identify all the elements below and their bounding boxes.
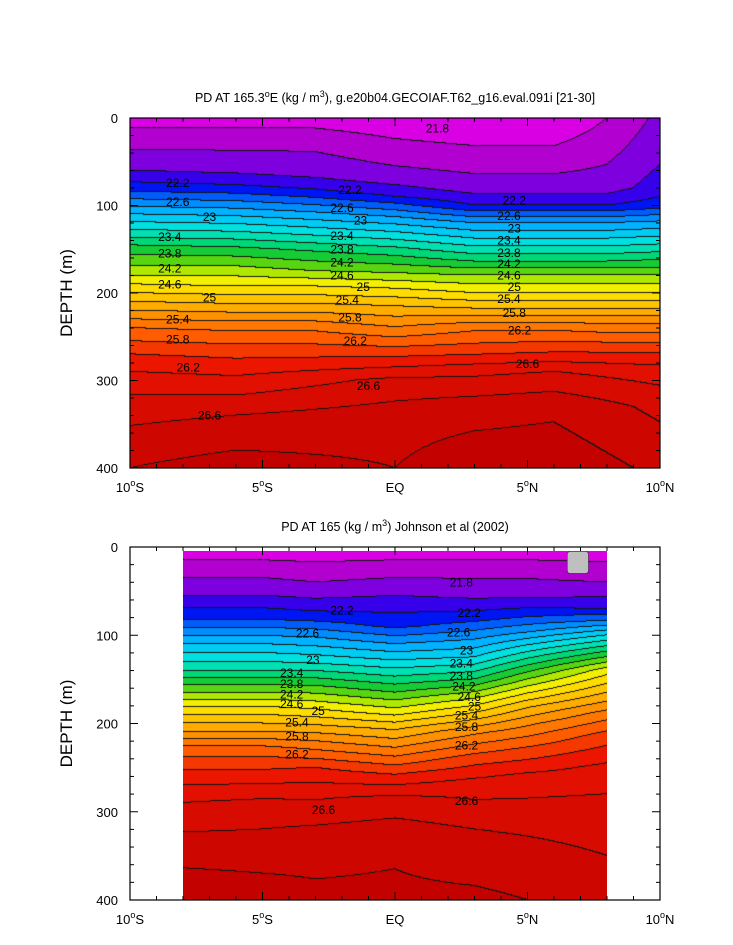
contour-label: 26.6	[357, 379, 381, 393]
contour-label: 24.6	[158, 277, 182, 291]
y-tick-label: 0	[111, 111, 118, 126]
missing-data-patch	[566, 551, 589, 574]
contour-label: 26.6	[455, 794, 479, 808]
contour-label: 22.2	[503, 193, 527, 207]
y-tick-label: 300	[96, 374, 118, 389]
contour-label: 25.8	[455, 720, 479, 734]
contour-label: 23	[508, 221, 522, 235]
contour-label: 22.6	[166, 195, 190, 209]
y-tick-label: 100	[96, 199, 118, 214]
contour-label: 22.6	[296, 626, 320, 640]
y-axis-title: DEPTH (m)	[57, 249, 76, 337]
y-tick-label: 400	[96, 893, 118, 908]
x-tick-label: 5oN	[517, 910, 539, 927]
chart-panel-1: 21.822.2 22.222.6 22.6232323.423.423.823.8…	[57, 518, 674, 927]
contour-label: 24.2	[330, 255, 354, 269]
contour-label: 25.4	[455, 709, 479, 723]
x-tick-label: EQ	[386, 480, 405, 495]
contour-label: 25	[357, 280, 371, 294]
contour-label: 24.2	[452, 679, 476, 693]
y-tick-label: 200	[96, 717, 118, 732]
contour-label: 25.4	[285, 716, 309, 730]
contour-label: 23	[460, 643, 474, 657]
x-tick-label: 5oS	[252, 478, 273, 495]
contour-label: 25	[203, 290, 217, 304]
x-tick-label: EQ	[386, 912, 405, 927]
y-tick-label: 0	[111, 540, 118, 555]
contour-label: 26.2	[344, 334, 368, 348]
x-tick-label: 10oS	[116, 910, 144, 927]
contour-label: 24.6	[497, 269, 521, 283]
contour-label: 21.8	[450, 575, 474, 589]
contour-label: 25	[468, 700, 482, 714]
contour-label: 23.8	[450, 669, 474, 683]
contour-label: 24.6	[280, 697, 304, 711]
contour-label: 23.8	[158, 247, 182, 261]
contour-label: 25.8	[285, 730, 309, 744]
contour-label: 24.6	[458, 690, 482, 704]
y-tick-label: 300	[96, 805, 118, 820]
contour-label: 22.2	[166, 176, 190, 190]
contour-fill	[183, 551, 607, 900]
contour-label: 24.2	[497, 257, 521, 271]
contour-label: 24.2	[280, 687, 304, 701]
x-tick-label: 5oS	[252, 910, 273, 927]
x-tick-label: 5oN	[517, 478, 539, 495]
contour-label: 21.8	[426, 122, 450, 136]
contour-label: 25.4	[336, 293, 360, 307]
contour-label: 26.2	[455, 739, 479, 753]
contour-label: 23.4	[158, 230, 182, 244]
y-tick-label: 100	[96, 628, 118, 643]
contour-label: 22.2	[330, 604, 354, 618]
contour-label: 23.4	[330, 229, 354, 243]
contour-label: 24.2	[158, 262, 182, 276]
contour-label: 26.6	[516, 357, 540, 371]
contour-label: 22.2	[458, 606, 482, 620]
contour-label: 26.6	[312, 803, 336, 817]
contour-label: 26.2	[285, 747, 309, 761]
contour-label: 23.8	[330, 242, 354, 256]
contour-label: 22.6	[447, 626, 471, 640]
contour-fill	[130, 118, 660, 468]
contour-label: 23	[354, 213, 368, 227]
contour-label: 23.4	[450, 656, 474, 670]
contour-label: 23.4	[497, 234, 521, 248]
contour-label: 22.6	[497, 209, 521, 223]
x-tick-label: 10oS	[116, 478, 144, 495]
contour-label: 25.4	[497, 292, 521, 306]
y-tick-label: 200	[96, 286, 118, 301]
contour-label: 23.4	[280, 666, 304, 680]
contour-label: 25.8	[338, 311, 362, 325]
contour-label: 22.2	[338, 183, 362, 197]
x-tick-label: 10oN	[646, 910, 675, 927]
x-tick-label: 10oN	[646, 478, 675, 495]
contour-label: 26.2	[177, 360, 201, 374]
contour-label: 26.6	[198, 409, 222, 423]
chart-title: PD AT 165.3oE (kg / m3), g.e20b04.GECOIA…	[195, 89, 595, 105]
contour-label: 25.8	[503, 306, 527, 320]
contour-label: 23	[203, 210, 217, 224]
contour-label: 26.2	[508, 324, 532, 338]
contour-label: 25.8	[166, 332, 190, 346]
contour-label: 23	[306, 653, 320, 667]
y-tick-label: 400	[96, 461, 118, 476]
contour-label: 25	[508, 280, 522, 294]
contour-label: 24.6	[330, 269, 354, 283]
contour-label: 23.8	[280, 677, 304, 691]
chart-title: PD AT 165 (kg / m3) Johnson et al (2002)	[281, 518, 509, 534]
contour-label: 22.6	[330, 201, 354, 215]
contour-label: 25.4	[166, 312, 190, 326]
contour-label: 23.8	[497, 246, 521, 260]
y-axis-title: DEPTH (m)	[57, 680, 76, 768]
contour-label: 25	[311, 704, 325, 718]
